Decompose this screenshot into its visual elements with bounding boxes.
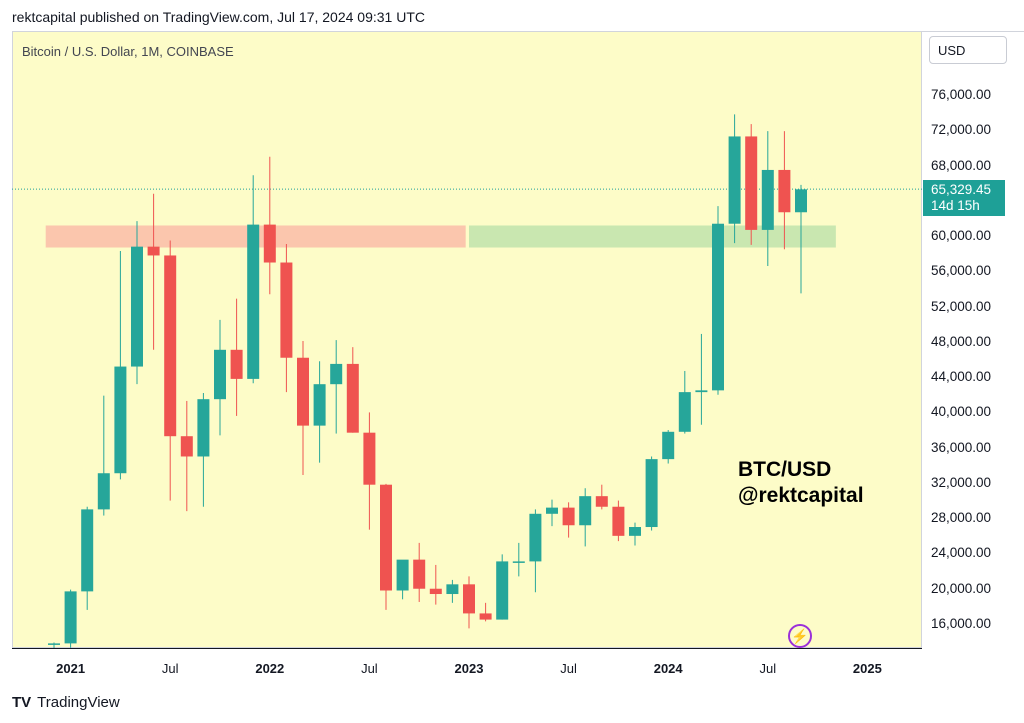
last-price-label: 65,329.45 14d 15h (923, 180, 1005, 216)
price-tick-label: 24,000.00 (931, 545, 992, 561)
candle-body (712, 223, 724, 391)
price-tick-label: 20,000.00 (931, 580, 992, 596)
candle-body (629, 527, 641, 536)
candle-body (164, 255, 177, 437)
candle-body (496, 561, 509, 620)
candle-body (363, 432, 376, 485)
candle-body (330, 363, 343, 385)
candle-body (230, 349, 243, 379)
price-tick-label: 60,000.00 (931, 228, 992, 244)
price-tick-label: 48,000.00 (931, 333, 992, 349)
candle-body (795, 189, 807, 213)
candle-body (396, 559, 409, 591)
price-axis[interactable] (922, 31, 1024, 649)
price-tick-label: 32,000.00 (931, 474, 992, 490)
flash-icon[interactable]: ⚡ (788, 624, 812, 648)
candle-body (48, 643, 60, 645)
price-tick-label: 68,000.00 (931, 157, 992, 173)
time-tick-label: Jul (560, 661, 577, 676)
candle-body (64, 591, 77, 644)
candle-body (479, 613, 492, 620)
candle-body (745, 136, 758, 230)
price-tick-label: 52,000.00 (931, 298, 992, 314)
symbol-description: Bitcoin / U.S. Dollar, 1M, COINBASE (22, 44, 234, 59)
time-tick-label: 2023 (454, 661, 484, 676)
tradingview-logo-icon: TV (12, 694, 32, 711)
candle-body (645, 459, 658, 528)
price-tick-label: 76,000.00 (931, 87, 992, 102)
candle-body (562, 507, 575, 526)
candle-body (429, 588, 442, 595)
time-tick-label: 2022 (255, 661, 285, 676)
candle-body (612, 506, 625, 536)
candle-body (579, 496, 592, 526)
candle-body (114, 366, 127, 474)
candle-body (346, 363, 359, 433)
watermark-symbol: BTC/USD (738, 458, 832, 481)
candle-body (263, 224, 276, 263)
time-tick-label: Jul (361, 661, 378, 676)
price-tick-label: 40,000.00 (931, 404, 992, 420)
candle-body (147, 246, 160, 256)
candle-body (512, 561, 525, 563)
tradingview-logo[interactable]: TV TradingView (12, 694, 120, 711)
price-chart[interactable] (12, 31, 922, 648)
price-tick-label: 36,000.00 (931, 439, 992, 455)
support-zone (469, 225, 836, 248)
publish-info: rektcapital published on TradingView.com… (12, 9, 425, 25)
candle-body (214, 349, 226, 400)
time-axis[interactable] (12, 648, 922, 679)
candle-body (463, 584, 475, 614)
candle-body (380, 484, 392, 591)
candle-body (413, 559, 426, 589)
currency-button[interactable]: USD (929, 36, 1007, 64)
candle-body (280, 262, 293, 358)
candle-body (180, 436, 193, 457)
candle-body (297, 357, 309, 426)
time-tick-label: Jul (759, 661, 777, 676)
tradingview-logo-text: TradingView (37, 694, 120, 711)
candle-body (662, 431, 675, 460)
candle-body (81, 509, 94, 592)
candle-body (197, 399, 210, 457)
candle-body (247, 224, 260, 379)
price-tick-label: 16,000.00 (931, 616, 992, 631)
price-tick-label: 56,000.00 (931, 263, 992, 279)
candle-body (446, 584, 459, 595)
bar-countdown: 14d 15h (931, 198, 980, 213)
candle-body (595, 496, 608, 507)
chart-pane[interactable] (12, 31, 922, 648)
price-tick-label: 44,000.00 (931, 369, 992, 385)
time-tick-label: Jul (161, 661, 179, 676)
candle-body (695, 390, 708, 393)
candle-body (728, 136, 741, 224)
time-tick-label: 2024 (653, 661, 683, 676)
candle-body (546, 507, 558, 514)
time-tick-label: 2025 (852, 661, 882, 676)
time-tick-label: 2021 (56, 661, 86, 676)
candle-body (313, 384, 326, 426)
candle-body (529, 513, 542, 562)
watermark-author: @rektcapital (738, 484, 864, 507)
candle-body (761, 169, 774, 230)
last-price-value: 65,329.45 (931, 182, 992, 197)
candle-body (97, 473, 110, 510)
price-tick-label: 28,000.00 (931, 510, 992, 526)
candle-body (678, 392, 691, 432)
chart-watermark: BTC/USD @rektcapital (738, 457, 864, 509)
price-tick-label: 72,000.00 (931, 122, 992, 138)
candle-body (778, 169, 791, 213)
candle-body (131, 246, 143, 367)
